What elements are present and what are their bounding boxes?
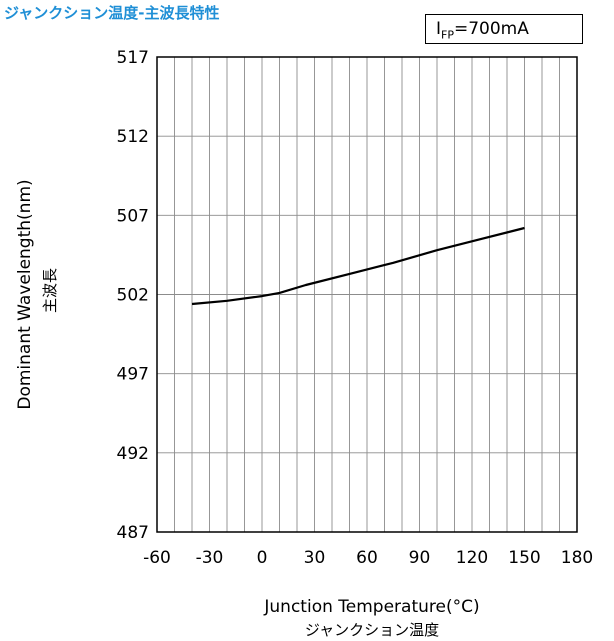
x-tick-label: -60	[143, 548, 171, 568]
x-tick-label: 60	[356, 548, 378, 568]
condition-value: =700mA	[453, 19, 529, 39]
x-tick-label: 150	[508, 548, 540, 568]
x-tick-label: 30	[304, 548, 326, 568]
condition-box: IFP=700mA	[425, 14, 583, 44]
y-tick-label: 497	[117, 365, 149, 385]
y-axis-label: Dominant Wavelength(nm)	[15, 179, 35, 409]
y-tick-label: 502	[117, 286, 149, 306]
chart-title: ジャンクション温度-主波長特性	[4, 4, 220, 22]
y-tick-label: 487	[117, 523, 149, 543]
plot-frame	[156, 56, 578, 533]
x-tick-label: 180	[561, 548, 593, 568]
x-tick-label: 0	[257, 548, 268, 568]
y-tick-label: 512	[117, 127, 149, 147]
x-axis-label-jp: ジャンクション温度	[305, 621, 439, 639]
y-axis-label-jp: 主波長	[41, 268, 59, 313]
x-tick-label: 120	[456, 548, 488, 568]
y-tick-label: 492	[117, 444, 149, 464]
grid-lines	[157, 57, 577, 532]
y-tick-label: 507	[117, 206, 149, 226]
x-axis-label: Junction Temperature(°C)	[263, 597, 479, 617]
condition-symbol: I	[436, 19, 442, 39]
x-tick-label: 90	[409, 548, 431, 568]
x-tick-label: -30	[196, 548, 224, 568]
series-layer	[191, 226, 525, 306]
series-line	[191, 226, 525, 306]
y-tick-labels: 487 492 497 502 507 512 517	[117, 48, 149, 543]
y-tick-label: 517	[117, 48, 149, 68]
x-tick-labels: -60 -30 0 30 60 90 120 150 180	[143, 548, 593, 568]
condition-subscript: FP	[441, 28, 454, 42]
